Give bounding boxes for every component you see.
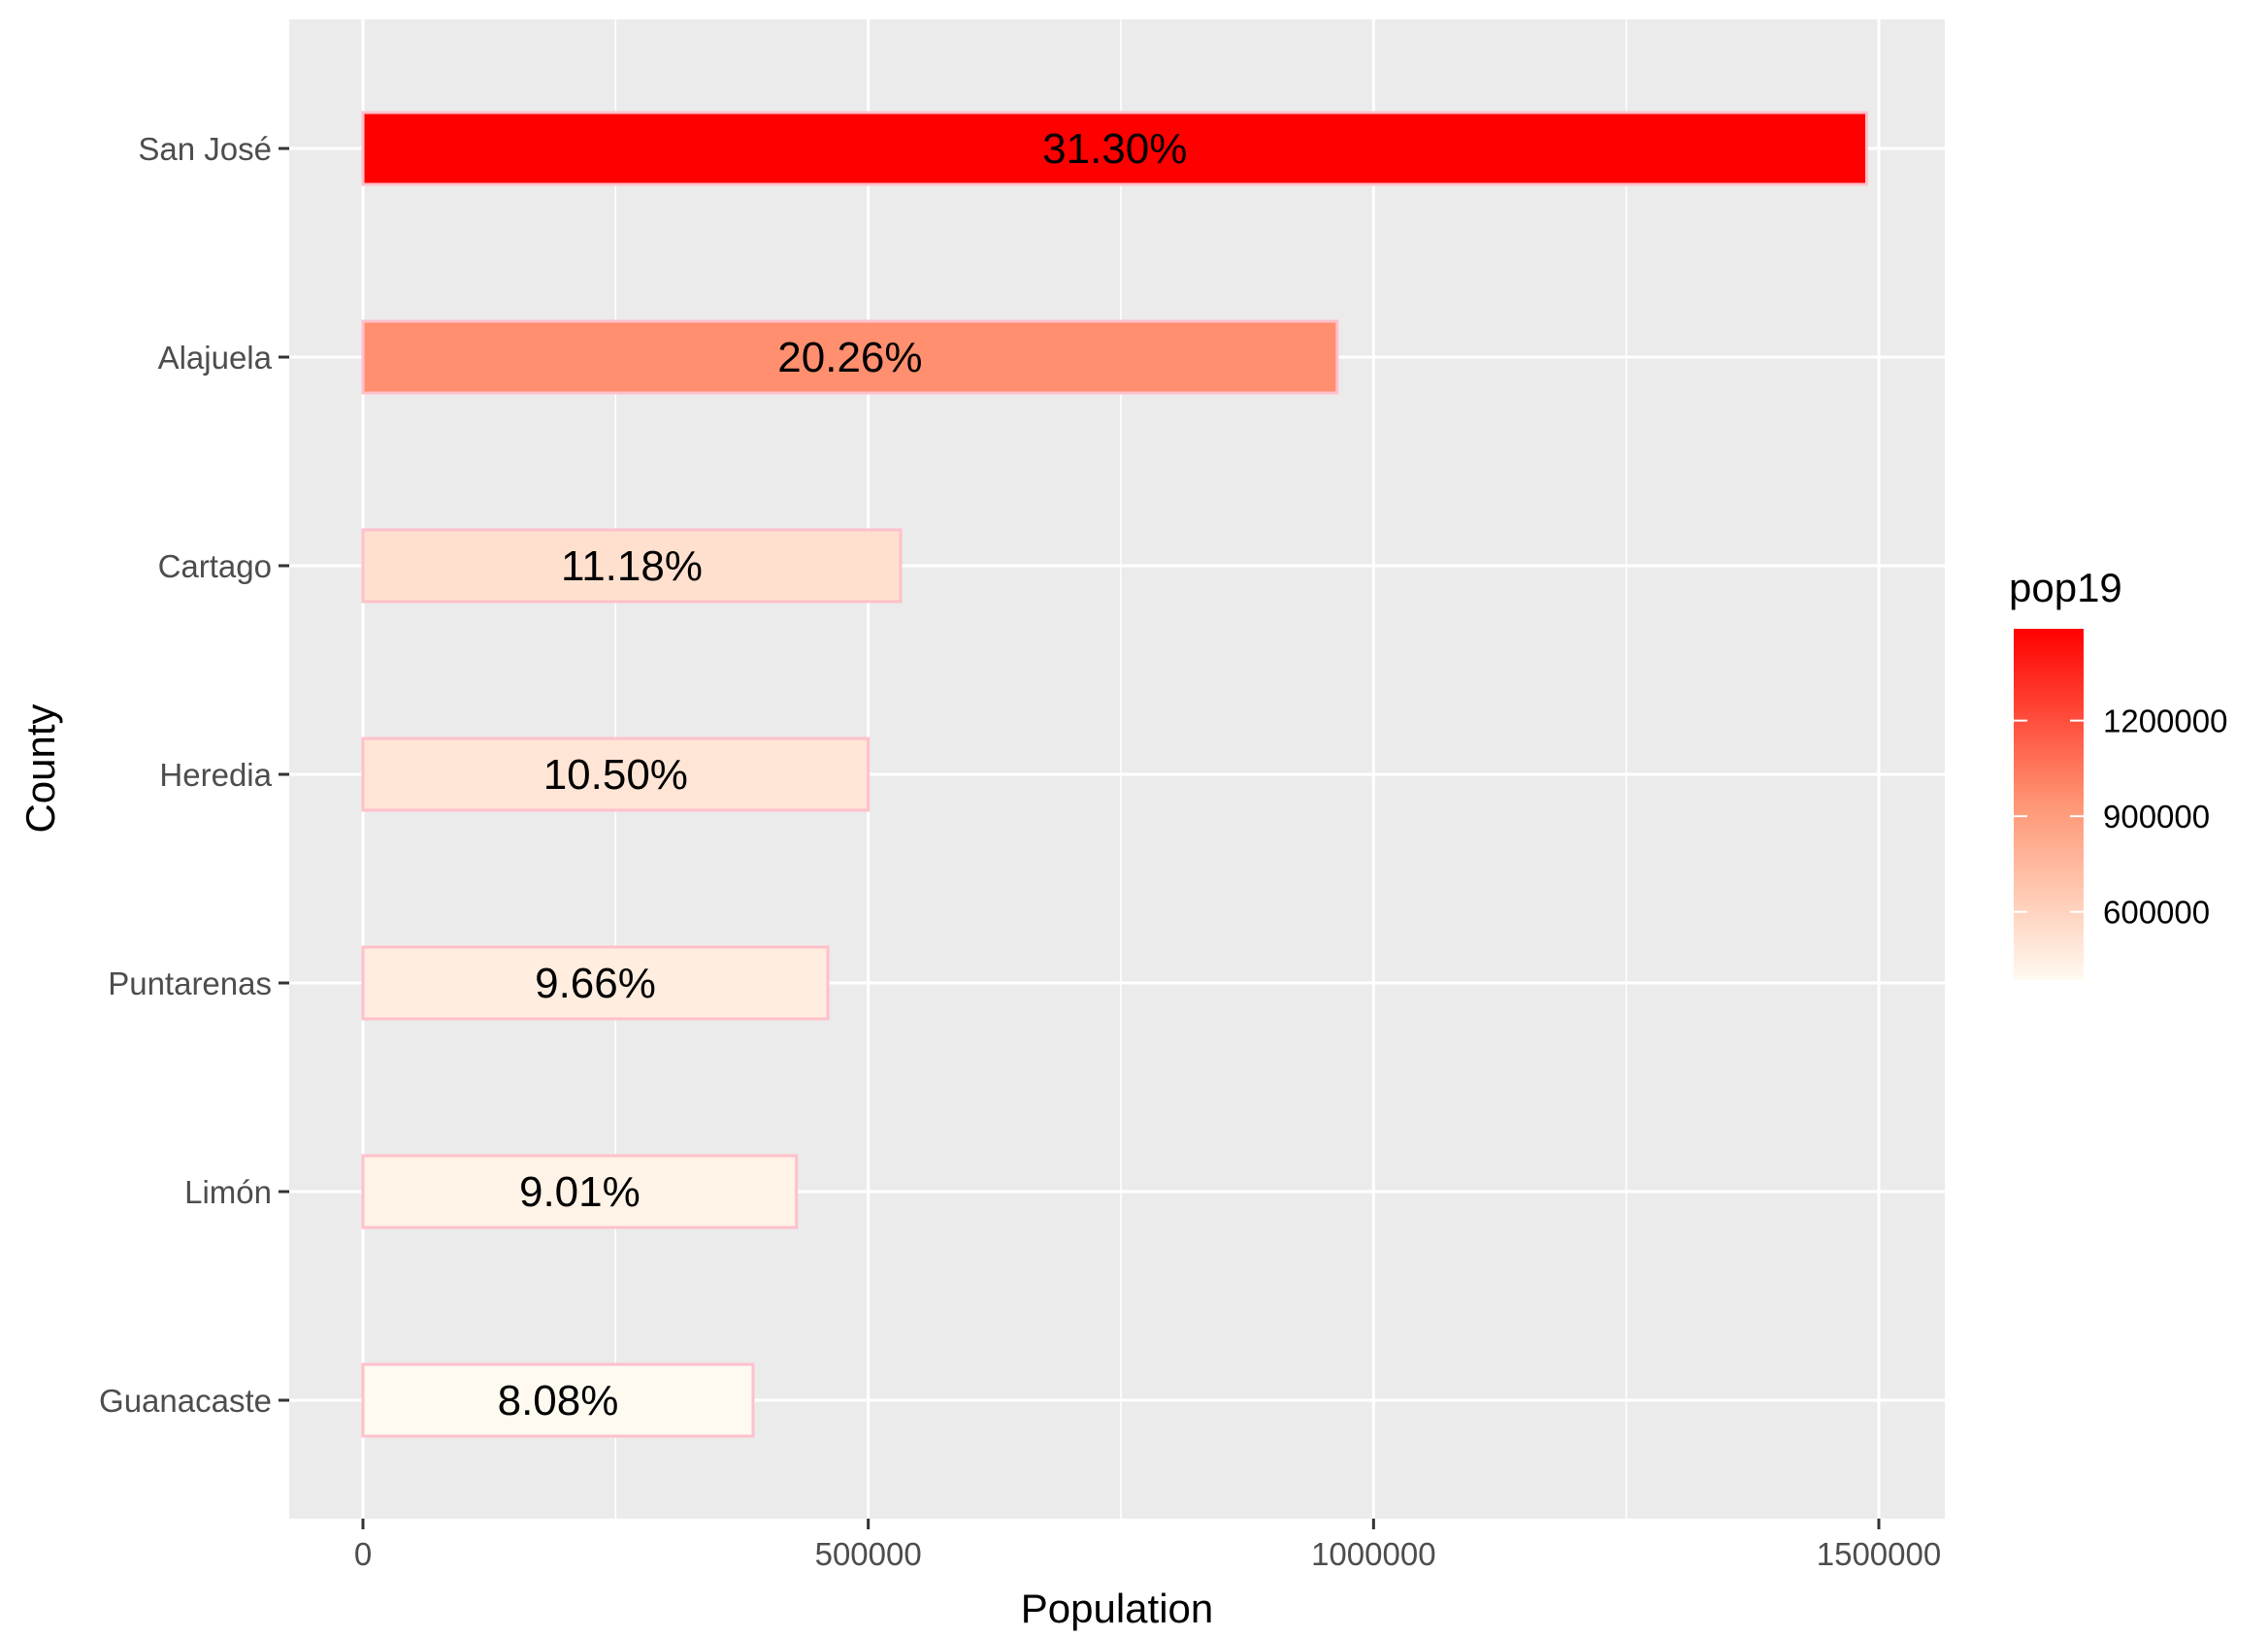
x-tick-label: 1500000 — [1817, 1536, 1941, 1572]
bar — [361, 945, 830, 1021]
legend-ticks: 1200000 900000 600000 — [2014, 704, 2227, 931]
legend: pop19 1200000 900000 600000 — [2009, 565, 2227, 980]
bars — [361, 111, 1869, 1438]
legend-colorbar — [2014, 629, 2084, 980]
y-axis-title: County — [17, 704, 63, 833]
data-label: 8.08% — [498, 1377, 619, 1424]
bar — [361, 737, 871, 812]
legend-tick-label: 600000 — [2103, 895, 2210, 931]
y-axis: San José Alajuela Cartago Heredia Puntarenas… — [99, 131, 289, 1419]
data-label: 10.50% — [543, 751, 688, 799]
data-label: 9.01% — [519, 1168, 641, 1216]
bar — [361, 1362, 755, 1438]
legend-title: pop19 — [2009, 565, 2122, 610]
bar — [361, 319, 1339, 395]
data-label: 9.66% — [535, 960, 656, 1007]
bar — [361, 1154, 799, 1229]
legend-tick-label: 900000 — [2103, 799, 2210, 835]
y-tick-label: Cartago — [158, 548, 272, 584]
legend-tick-label: 1200000 — [2103, 704, 2227, 739]
y-tick-label: San José — [138, 131, 272, 167]
bar — [361, 111, 1869, 186]
data-label: 31.30% — [1042, 125, 1187, 173]
y-tick-label: Alajuela — [158, 340, 273, 376]
y-tick-label: Heredia — [159, 757, 272, 793]
x-tick-label: 1000000 — [1311, 1536, 1435, 1572]
bar — [361, 528, 903, 604]
y-tick-label: Guanacaste — [99, 1383, 272, 1419]
y-tick-label: Puntarenas — [108, 966, 272, 1001]
y-tick-label: Limón — [184, 1174, 272, 1210]
x-axis: 0 500000 1000000 1500000 — [354, 1519, 1941, 1572]
x-axis-title: Population — [1021, 1586, 1214, 1631]
data-label: 11.18% — [561, 542, 703, 590]
x-tick-label: 500000 — [815, 1536, 922, 1572]
x-tick-label: 0 — [354, 1536, 372, 1572]
data-label: 20.26% — [777, 334, 922, 381]
bar-labels: 31.30% 20.26% 11.18% 10.50% 9.66% 9.01% 8.08% — [498, 125, 1188, 1424]
